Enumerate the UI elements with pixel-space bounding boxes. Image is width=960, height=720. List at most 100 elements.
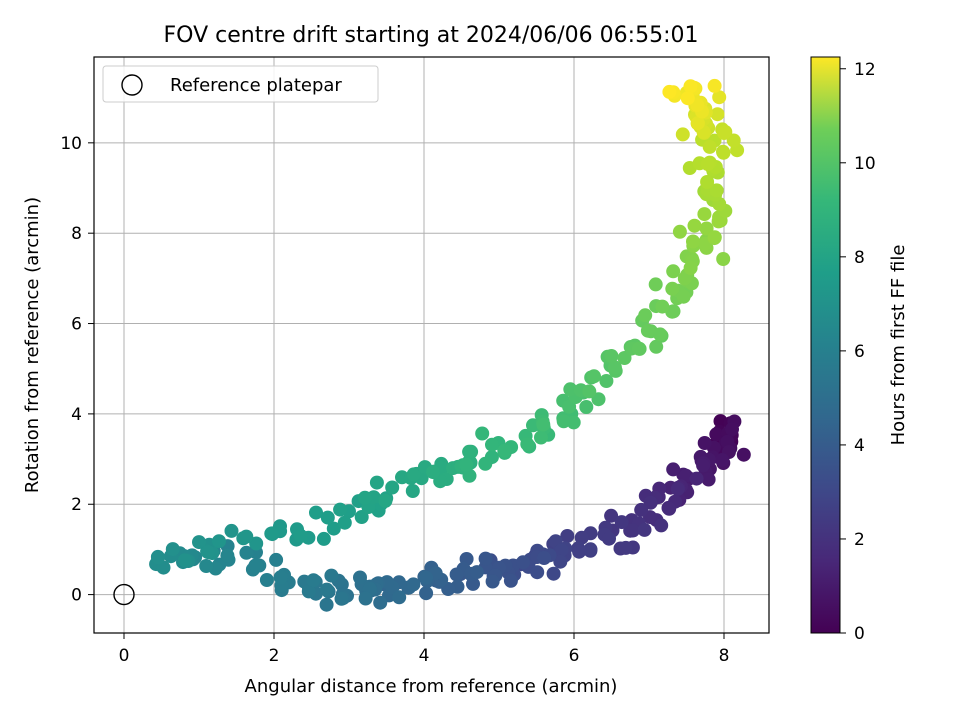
data-point: [574, 530, 589, 545]
data-point: [459, 457, 474, 472]
data-point: [319, 582, 334, 597]
data-point: [665, 281, 680, 296]
data-point: [697, 207, 712, 222]
data-point: [672, 224, 687, 239]
data-point: [712, 90, 727, 105]
data-point: [556, 414, 571, 429]
data-point: [709, 427, 724, 442]
colorbar-label: Hours from first FF file: [888, 245, 909, 446]
data-point: [199, 559, 214, 573]
reference-marker-layer: [113, 583, 135, 606]
data-point: [579, 400, 594, 414]
data-point: [582, 384, 597, 399]
data-point: [497, 443, 512, 458]
data-point: [707, 78, 722, 93]
data-point: [707, 230, 722, 245]
data-point: [618, 540, 633, 555]
data-point: [177, 553, 192, 568]
chart-title: FOV centre drift starting at 2024/06/06 …: [164, 23, 699, 48]
data-point: [716, 252, 731, 266]
colorbar-tick-label: 0: [854, 624, 865, 644]
data-point: [683, 261, 698, 275]
x-tick-label: 4: [419, 646, 430, 666]
data-point: [697, 436, 712, 450]
legend-box: [102, 65, 379, 103]
data-point: [666, 462, 681, 477]
data-point: [369, 475, 384, 490]
data-point: [699, 221, 714, 236]
data-point: [249, 536, 264, 551]
data-point: [536, 417, 551, 432]
data-point: [259, 573, 274, 587]
data-point: [385, 480, 400, 495]
data-point: [273, 570, 288, 585]
data-point: [604, 349, 619, 363]
data-point: [249, 558, 264, 573]
data-point: [563, 382, 578, 397]
data-point: [655, 299, 670, 314]
data-point: [478, 551, 493, 566]
data-point: [485, 574, 500, 589]
data-point: [151, 550, 166, 565]
colorbar-ticks: 0 2 4 6 8 10 12: [840, 60, 876, 644]
data-point: [478, 456, 493, 471]
data-point: [264, 526, 279, 541]
plot-frame: [93, 56, 770, 634]
data-point: [462, 444, 477, 459]
data-point: [220, 548, 235, 563]
x-tick-label: 2: [269, 646, 280, 666]
reference-platepar-marker: [113, 583, 135, 606]
data-point: [419, 586, 434, 601]
data-point: [653, 327, 668, 342]
data-point: [293, 528, 308, 543]
data-point: [309, 505, 323, 520]
data-point: [212, 534, 226, 549]
data-point: [634, 502, 649, 517]
data-point: [224, 523, 239, 538]
data-point: [462, 468, 477, 483]
data-point: [654, 518, 669, 533]
y-tick-label: 4: [71, 405, 82, 425]
data-point: [726, 133, 741, 148]
data-point: [631, 341, 646, 356]
data-point: [358, 591, 373, 606]
data-point: [677, 271, 692, 286]
data-point: [675, 127, 690, 142]
data-point: [449, 567, 464, 582]
data-point: [689, 471, 704, 486]
colorbar-tick-label: 6: [854, 342, 865, 362]
legend: Reference platepar: [102, 65, 379, 103]
colorbar-tick-label: 2: [854, 530, 865, 550]
data-point: [687, 218, 702, 233]
data-point: [702, 139, 717, 154]
data-point: [701, 472, 716, 487]
data-point: [373, 595, 388, 610]
legend-reference-marker-icon: [121, 74, 143, 96]
data-point: [572, 544, 587, 559]
data-point: [239, 529, 254, 544]
colorbar: 0 2 4 6 8 10 12 Hours from first FF file: [810, 56, 909, 644]
data-point: [200, 545, 215, 560]
x-tick-label: 0: [119, 646, 130, 666]
colorbar-gradient: [810, 56, 841, 634]
colorbar-tick-label: 10: [854, 154, 876, 174]
data-point: [306, 573, 321, 588]
colorbar-tick-label: 12: [854, 60, 876, 80]
data-point: [301, 584, 316, 599]
data-point: [239, 545, 254, 560]
data-point: [469, 565, 484, 580]
data-points: [149, 78, 751, 612]
data-point: [378, 493, 393, 508]
data-point: [406, 467, 421, 482]
data-point: [690, 116, 705, 131]
data-point: [736, 447, 751, 462]
data-point: [334, 591, 349, 606]
data-point: [316, 531, 331, 546]
y-tick-label: 8: [71, 224, 82, 244]
data-point: [333, 502, 348, 517]
y-tick-label: 2: [71, 495, 82, 515]
data-point: [686, 234, 700, 249]
data-point: [357, 490, 372, 505]
y-tick-label: 0: [71, 586, 82, 606]
data-point: [716, 145, 731, 160]
